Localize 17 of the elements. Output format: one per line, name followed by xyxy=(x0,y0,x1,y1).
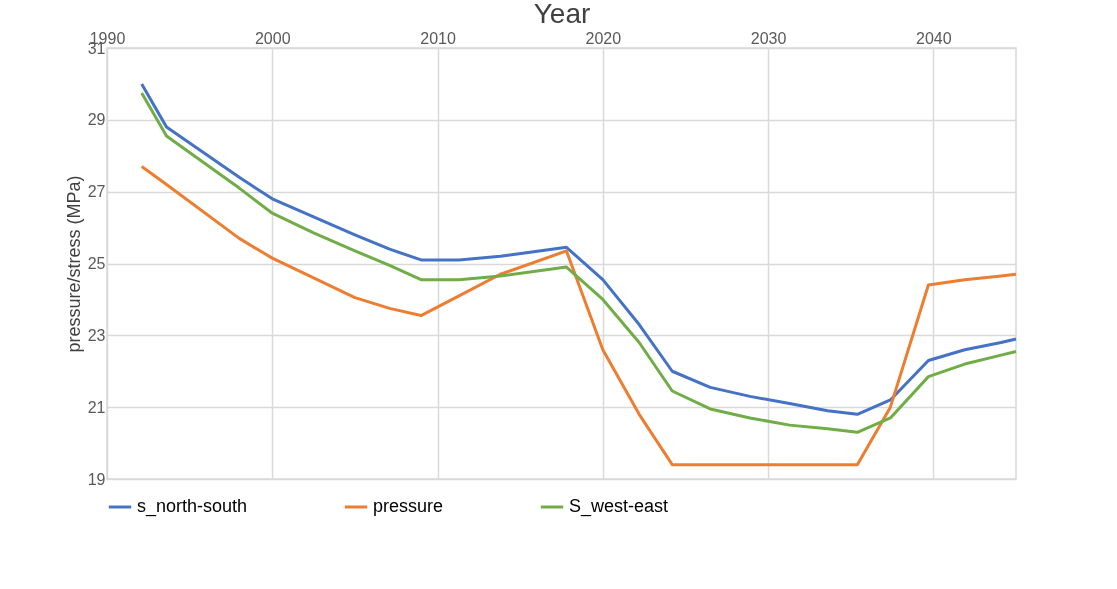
x-tick-label: 2030 xyxy=(750,29,787,47)
x-tick-label: 2000 xyxy=(254,29,291,47)
x-tick-label: 2010 xyxy=(420,29,456,47)
y-tick-label: 25 xyxy=(87,255,106,272)
legend-label: pressure xyxy=(373,496,444,516)
y-tick-label: 19 xyxy=(87,470,106,488)
y-tick-label: 27 xyxy=(87,183,106,201)
y-tick-label: 29 xyxy=(87,111,106,129)
x-axis-title: Year xyxy=(533,0,591,29)
legend-label: s_north-south xyxy=(137,496,248,517)
y-tick-label: 21 xyxy=(87,398,106,416)
line-series xyxy=(140,165,1018,467)
y-tick-label: 23 xyxy=(87,326,106,344)
y-axis-title: pressure/stress (MPa) xyxy=(63,175,84,353)
x-tick-label: 2020 xyxy=(585,29,622,47)
legend-label: S_west-east xyxy=(569,496,669,517)
x-tick-label: 2040 xyxy=(916,29,952,47)
